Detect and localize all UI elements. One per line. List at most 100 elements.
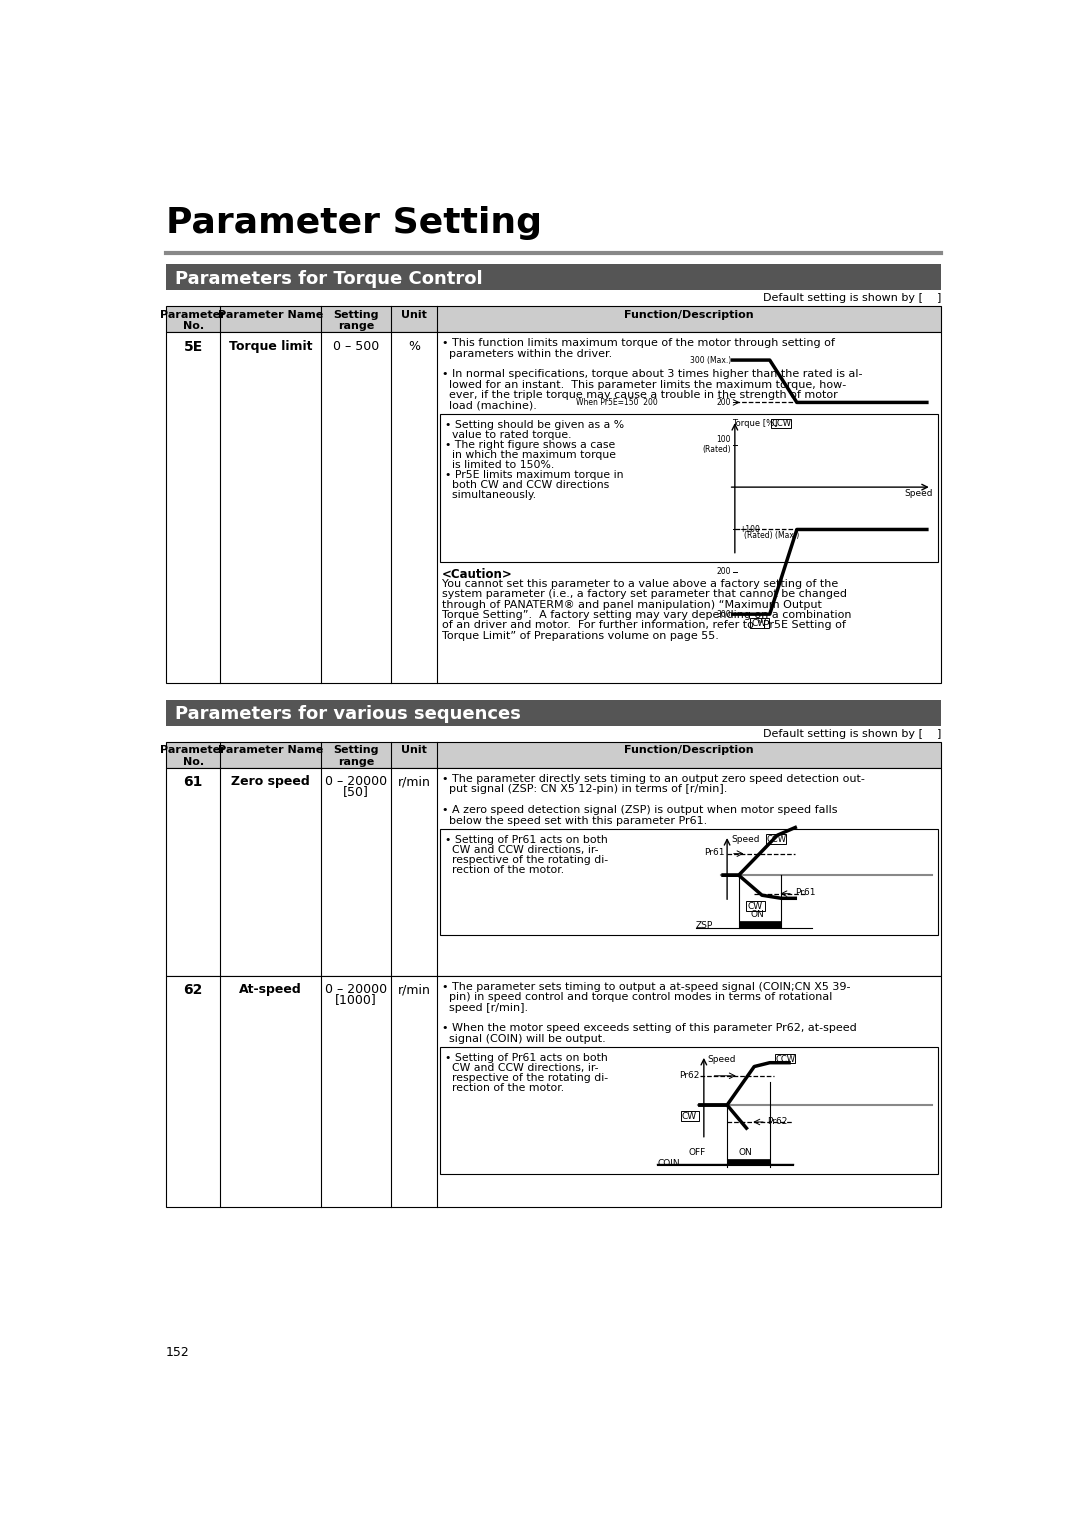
Bar [751, 617, 769, 628]
Text: rection of the motor.: rection of the motor. [445, 865, 564, 876]
Text: Speed: Speed [707, 1054, 735, 1063]
Text: Default setting is shown by [    ]: Default setting is shown by [ ] [762, 729, 941, 740]
Text: through of PANATERM® and panel manipulation) “Maximum Output: through of PANATERM® and panel manipulat… [442, 599, 822, 610]
Bar [441, 1047, 937, 1175]
Bar [166, 741, 941, 767]
Bar [166, 767, 941, 976]
Text: ON: ON [751, 911, 765, 920]
Text: Parameter
No.: Parameter No. [160, 310, 226, 332]
Bar [775, 1054, 795, 1063]
Text: • Setting should be given as a %: • Setting should be given as a % [445, 420, 624, 431]
Bar [739, 921, 781, 927]
Text: [1000]: [1000] [335, 993, 377, 1007]
Text: respective of the rotating di-: respective of the rotating di- [445, 856, 608, 865]
Text: CW: CW [752, 619, 767, 628]
Text: simultaneously.: simultaneously. [445, 490, 536, 500]
Text: CCW: CCW [775, 1054, 796, 1063]
Text: CW: CW [681, 1112, 697, 1122]
Bar [166, 264, 941, 290]
Bar [441, 414, 937, 562]
Text: signal (COIN) will be output.: signal (COIN) will be output. [442, 1034, 606, 1044]
Text: in which the maximum torque: in which the maximum torque [445, 451, 616, 460]
Text: CCW: CCW [771, 419, 792, 428]
Text: Pr62: Pr62 [679, 1071, 700, 1079]
Text: Default setting is shown by [    ]: Default setting is shown by [ ] [762, 293, 941, 304]
Text: Parameter
No.: Parameter No. [160, 746, 226, 767]
Text: 61: 61 [184, 776, 203, 790]
Text: 0 – 20000: 0 – 20000 [325, 776, 387, 788]
Text: %: % [408, 339, 420, 353]
Text: 0 – 500: 0 – 500 [333, 339, 379, 353]
Text: 0 – 20000: 0 – 20000 [325, 984, 387, 996]
Text: Pr61: Pr61 [795, 888, 815, 897]
Text: r/min: r/min [397, 776, 431, 788]
Text: CW: CW [747, 902, 762, 911]
Text: Speed: Speed [732, 836, 760, 843]
Text: • A zero speed detection signal (ZSP) is output when motor speed falls: • A zero speed detection signal (ZSP) is… [442, 805, 837, 814]
Text: Torque [%]: Torque [%] [732, 419, 778, 428]
Text: Unit: Unit [401, 746, 427, 755]
Text: When Pr5E=150  200: When Pr5E=150 200 [576, 397, 658, 406]
Bar [166, 976, 941, 1207]
Text: Unit: Unit [401, 310, 427, 319]
Text: Parameters for Torque Control: Parameters for Torque Control [175, 269, 483, 287]
Text: both CW and CCW directions: both CW and CCW directions [445, 480, 609, 490]
Text: OFF: OFF [688, 1149, 705, 1157]
Text: • The parameter directly sets timing to an output zero speed detection out-: • The parameter directly sets timing to … [442, 775, 865, 784]
Text: 300: 300 [716, 610, 731, 619]
Text: respective of the rotating di-: respective of the rotating di- [445, 1074, 608, 1083]
Bar [746, 902, 765, 911]
Text: below the speed set with this parameter Pr61.: below the speed set with this parameter … [442, 816, 707, 825]
Bar [770, 419, 791, 428]
Text: Pr61: Pr61 [704, 848, 725, 857]
Text: Torque Limit” of Preparations volume on page 55.: Torque Limit” of Preparations volume on … [442, 631, 719, 640]
Text: r/min: r/min [397, 984, 431, 996]
Text: 152: 152 [166, 1346, 190, 1358]
Text: speed [r/min].: speed [r/min]. [442, 1002, 528, 1013]
Text: CW and CCW directions, ir-: CW and CCW directions, ir- [445, 845, 598, 856]
Text: CW and CCW directions, ir-: CW and CCW directions, ir- [445, 1063, 598, 1074]
Text: • The parameter sets timing to output a at-speed signal (COIN;CN X5 39-: • The parameter sets timing to output a … [442, 983, 850, 992]
Text: • Pr5E limits maximum torque in: • Pr5E limits maximum torque in [445, 471, 623, 480]
Bar [680, 1111, 699, 1122]
Text: system parameter (i.e., a factory set parameter that cannot be changed: system parameter (i.e., a factory set pa… [442, 590, 847, 599]
Text: Function/Description: Function/Description [624, 746, 754, 755]
Text: Speed: Speed [905, 489, 933, 498]
Text: 100
(Rated): 100 (Rated) [702, 435, 731, 454]
Text: • The right figure shows a case: • The right figure shows a case [445, 440, 616, 451]
Bar [166, 332, 941, 683]
Text: put signal (ZSP: CN X5 12-pin) in terms of [r/min].: put signal (ZSP: CN X5 12-pin) in terms … [442, 784, 727, 795]
Text: You cannot set this parameter to a value above a factory setting of the: You cannot set this parameter to a value… [442, 579, 838, 588]
Text: ZSP: ZSP [697, 921, 714, 931]
Text: rection of the motor.: rection of the motor. [445, 1083, 564, 1094]
Text: pin) in speed control and torque control modes in terms of rotational: pin) in speed control and torque control… [442, 992, 833, 1002]
Text: • Setting of Pr61 acts on both: • Setting of Pr61 acts on both [445, 836, 608, 845]
Text: COIN: COIN [658, 1158, 680, 1167]
Text: Function/Description: Function/Description [624, 310, 754, 319]
Text: Parameters for various sequences: Parameters for various sequences [175, 706, 522, 723]
Text: Parameter Setting: Parameter Setting [166, 206, 542, 240]
Text: is limited to 150%.: is limited to 150%. [445, 460, 554, 471]
Text: 300 (Max.): 300 (Max.) [690, 356, 731, 365]
Text: of an driver and motor.  For further information, refer to “Pr5E Setting of: of an driver and motor. For further info… [442, 620, 846, 631]
Text: [50]: [50] [343, 785, 368, 799]
Text: Torque limit: Torque limit [229, 339, 312, 353]
Bar [441, 830, 937, 935]
Text: • When the motor speed exceeds setting of this parameter Pr62, at-speed: • When the motor speed exceeds setting o… [442, 1024, 856, 1033]
Text: load (machine).: load (machine). [442, 400, 537, 411]
Text: ever, if the triple torque may cause a trouble in the strength of motor: ever, if the triple torque may cause a t… [442, 390, 838, 400]
Text: value to rated torque.: value to rated torque. [445, 431, 571, 440]
Text: • This function limits maximum torque of the motor through setting of: • This function limits maximum torque of… [442, 338, 835, 348]
Text: At-speed: At-speed [240, 984, 302, 996]
Text: • Setting of Pr61 acts on both: • Setting of Pr61 acts on both [445, 1053, 608, 1063]
Text: Setting
range: Setting range [333, 310, 379, 332]
Text: Torque Setting”.  A factory setting may vary depending on a combination: Torque Setting”. A factory setting may v… [442, 610, 851, 620]
Text: 62: 62 [184, 984, 203, 998]
Text: Parameter Name: Parameter Name [218, 310, 323, 319]
Bar [166, 700, 941, 726]
Bar [166, 306, 941, 332]
Text: Setting
range: Setting range [333, 746, 379, 767]
Text: Zero speed: Zero speed [231, 776, 310, 788]
Text: (Rated) (Max.): (Rated) (Max.) [744, 532, 799, 539]
Text: parameters within the driver.: parameters within the driver. [442, 348, 612, 359]
